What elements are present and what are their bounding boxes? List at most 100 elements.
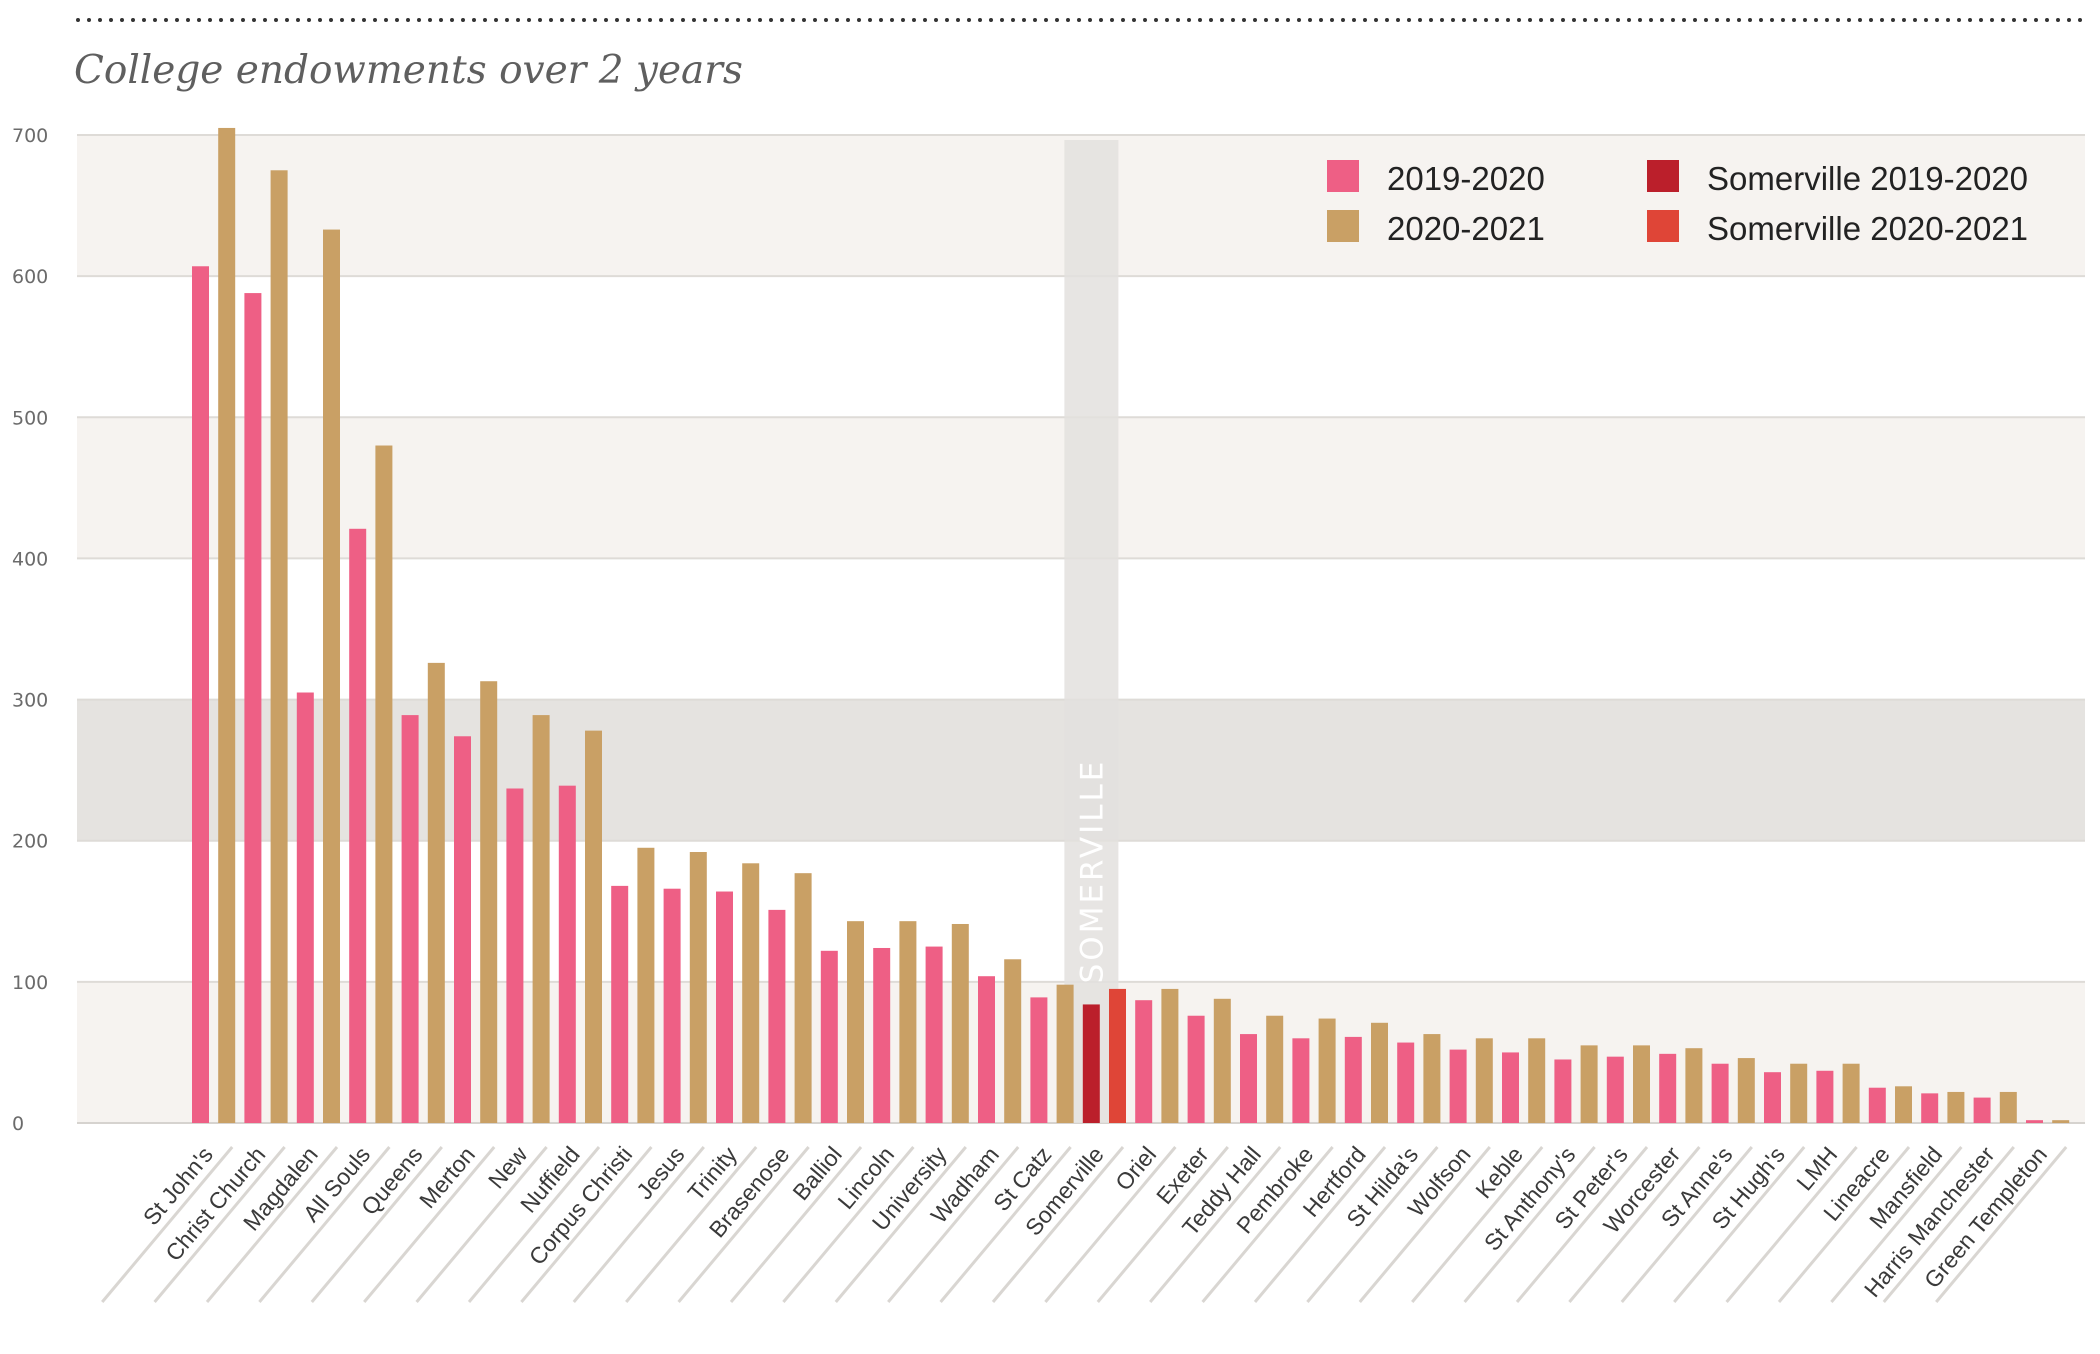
bar-46	[1397, 1042, 1415, 1123]
bar-36	[1135, 1000, 1153, 1123]
x-label-guide-18	[1044, 1146, 1177, 1303]
y-tick-label-0: 0	[12, 1113, 24, 1135]
x-label-guide-1	[153, 1146, 286, 1303]
y-tick-label-300: 300	[12, 690, 48, 712]
bar-59	[1737, 1058, 1755, 1123]
x-label-guide-15	[887, 1146, 1020, 1303]
x-label-guide-6	[415, 1146, 548, 1303]
x-label-guide-29	[1620, 1146, 1753, 1303]
y-tick-label-600: 600	[12, 266, 48, 288]
bar-67	[1947, 1091, 1965, 1123]
x-label-guide-23	[1306, 1146, 1439, 1303]
y-tick-label-100: 100	[12, 972, 48, 994]
x-label-guide-22	[1253, 1146, 1387, 1303]
bar-6	[349, 528, 367, 1123]
bar-39	[1213, 998, 1231, 1123]
chart-title: College endowments over 2 years	[74, 48, 743, 93]
bar-37	[1161, 988, 1179, 1123]
bar-35	[1109, 988, 1126, 1123]
bar-66	[1921, 1093, 1939, 1123]
x-label-guide-35	[1935, 1146, 2068, 1303]
bar-38	[1187, 1015, 1205, 1123]
bar-45	[1371, 1022, 1388, 1123]
bar-18	[663, 888, 681, 1123]
x-label-guide-21	[1201, 1146, 1334, 1303]
bar-10	[454, 736, 471, 1123]
x-label-guide-12	[729, 1146, 863, 1303]
y-tick-label-200: 200	[12, 831, 48, 853]
x-label-guide-4	[310, 1146, 443, 1303]
y-tick-label-400: 400	[12, 548, 48, 570]
bar-20	[716, 891, 733, 1123]
bar-55	[1633, 1045, 1650, 1123]
bar-56	[1659, 1053, 1677, 1123]
bar-43	[1318, 1018, 1336, 1123]
bar-53	[1580, 1045, 1598, 1123]
bar-61	[1790, 1063, 1808, 1123]
bar-17	[637, 847, 655, 1123]
bar-63	[1842, 1063, 1860, 1123]
bar-33	[1056, 984, 1074, 1123]
legend-label-2: Somerville 2019-2020	[1707, 160, 2028, 197]
y-tick-label-500: 500	[12, 407, 48, 429]
bar-60	[1764, 1072, 1781, 1123]
bar-65	[1895, 1086, 1912, 1123]
highlight-layer: SOMERVILLE	[1064, 140, 1119, 1123]
bar-11	[480, 681, 498, 1123]
bar-70	[2026, 1120, 2043, 1123]
legend-swatch-1	[1327, 210, 1359, 242]
bar-4	[296, 692, 314, 1123]
legend-label-0: 2019-2020	[1387, 160, 1545, 197]
bar-26	[873, 947, 891, 1123]
bar-57	[1685, 1048, 1703, 1123]
x-label-guide-33	[1830, 1146, 1963, 1303]
legend-label-3: Somerville 2020-2021	[1707, 210, 2028, 247]
bar-5	[323, 229, 340, 1123]
legend-label-1: 2020-2021	[1387, 210, 1545, 247]
bar-19	[689, 852, 707, 1123]
bar-64	[1868, 1087, 1886, 1123]
bar-48	[1449, 1049, 1467, 1123]
bar-68	[1973, 1097, 1991, 1123]
bar-15	[585, 730, 602, 1123]
x-label-guide-14	[834, 1146, 967, 1303]
bar-62	[1816, 1070, 1834, 1123]
x-label-guide-10	[625, 1146, 758, 1303]
x-label-guide-31	[1725, 1146, 1858, 1303]
x-label-guide-17	[991, 1146, 1125, 1303]
x-label-guide-27	[1515, 1146, 1649, 1303]
bar-52	[1554, 1059, 1572, 1123]
bar-8	[401, 715, 419, 1123]
x-label-guide-11	[677, 1146, 810, 1303]
highlight-column	[1064, 140, 1119, 1123]
x-label-guide-28	[1568, 1146, 1701, 1303]
x-label-guide-13	[782, 1146, 915, 1303]
x-label-6: New	[483, 1141, 533, 1193]
x-label-guide-7	[467, 1146, 601, 1303]
bar-29	[951, 923, 969, 1123]
x-label-guide-0	[101, 1146, 234, 1303]
x-label-guide-2	[205, 1146, 339, 1303]
y-tick-layer: 0 100 200 300 400 500 600 700	[12, 125, 48, 1135]
bar-7	[375, 445, 393, 1123]
x-label-guide-3	[258, 1146, 391, 1303]
bar-14	[558, 785, 576, 1123]
x-label-guide-26	[1463, 1146, 1596, 1303]
bar-2	[244, 293, 262, 1124]
x-label-guide-25	[1411, 1146, 1544, 1303]
bar-3	[270, 170, 288, 1124]
bar-31	[1004, 959, 1022, 1123]
x-label-31: LMH	[1791, 1142, 1842, 1196]
bar-1	[218, 127, 236, 1123]
bar-49	[1475, 1038, 1493, 1123]
x-label-18: Oriel	[1110, 1142, 1161, 1196]
bar-22	[768, 909, 786, 1123]
bar-13	[532, 715, 550, 1123]
bar-32	[1030, 997, 1048, 1123]
bar-27	[899, 921, 917, 1123]
bar-23	[794, 873, 812, 1123]
bar-25	[847, 921, 864, 1123]
bars-layer	[192, 127, 2070, 1124]
